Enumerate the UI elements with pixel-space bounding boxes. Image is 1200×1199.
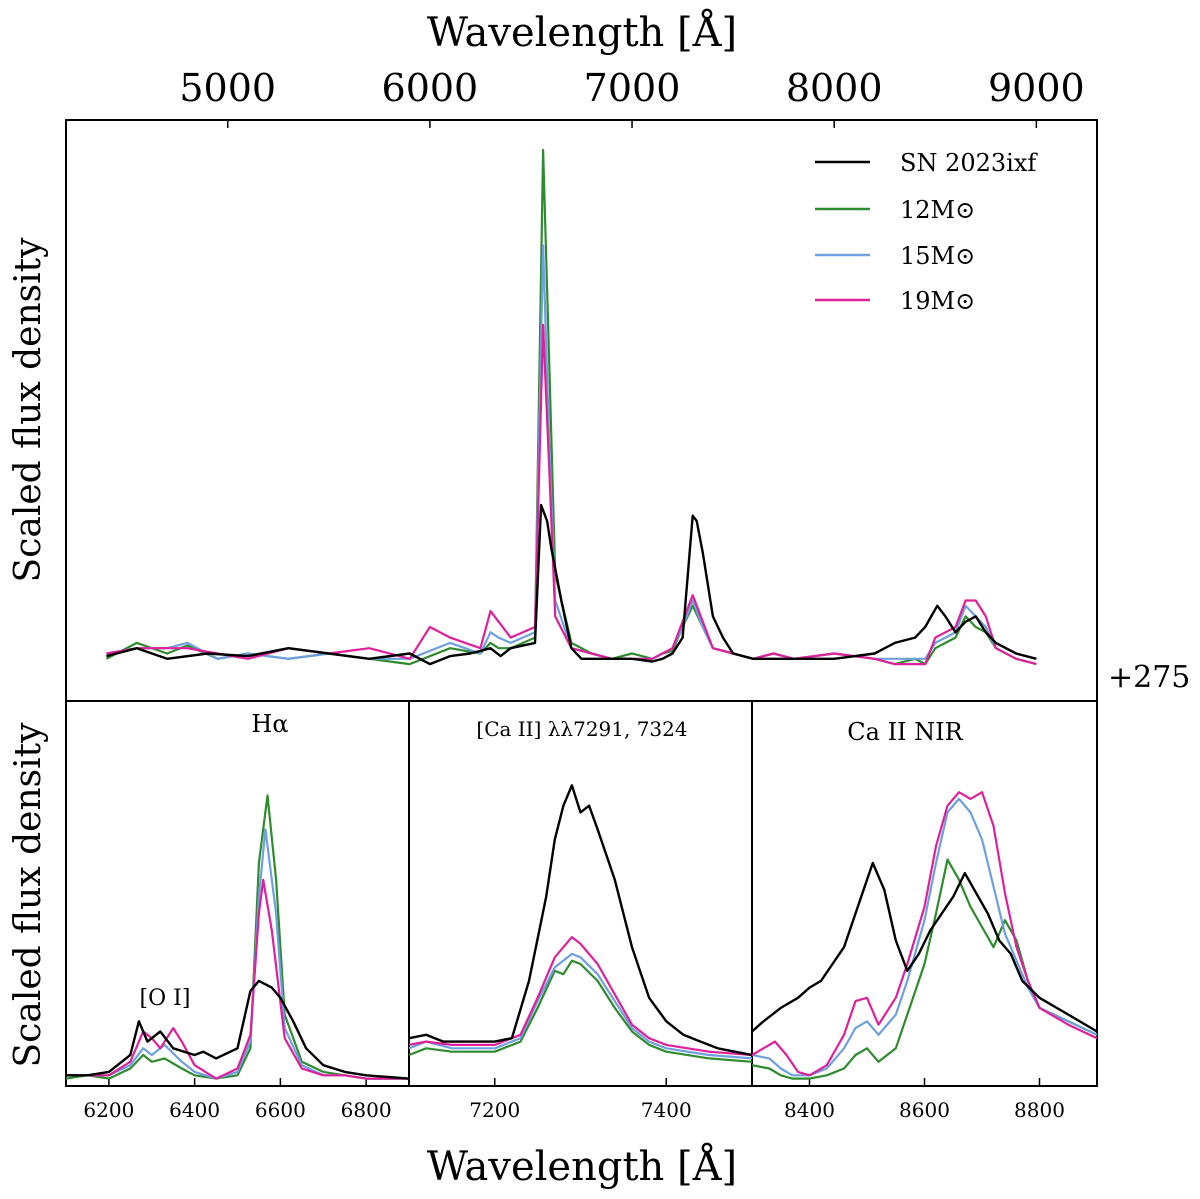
legend-label-19m: 19M⊙	[900, 287, 975, 315]
top-series-19m	[106, 323, 1037, 666]
bottom-middle-series-19m	[409, 936, 752, 1057]
bottom-left-panel-frame	[65, 700, 410, 1087]
legend-label-12m: 12M⊙	[900, 196, 975, 224]
bottom-xlabel: Wavelength [Å]	[427, 1143, 737, 1190]
bottom-left-series-19m	[66, 878, 409, 1080]
bottom-right-series-19m	[752, 791, 1097, 1077]
bottom-right-xtick-label: 8400	[784, 1098, 835, 1122]
bottom-middle-panel-frame	[408, 700, 753, 1087]
top-xtick-label: 8000	[786, 66, 883, 110]
top-axis-label: Wavelength [Å]	[427, 9, 737, 56]
bottom-left-xtick-label: 6400	[169, 1098, 220, 1122]
legend-label-sn2023ixf: SN 2023ixf	[900, 149, 1038, 177]
bottom-right-series-15m	[752, 797, 1097, 1077]
plot-layer: 5000 6000 7000 8000 9000 6200 6400 6600 6800 7200…	[66, 66, 1097, 1122]
bottom-left-xtick-label: 6600	[255, 1098, 306, 1122]
oi-annotation: [O I]	[140, 986, 191, 1011]
offset-label: +275	[1108, 660, 1190, 695]
bottom-right-series-sn-2023ixf	[752, 861, 1097, 1033]
bottom-middle-series-12m	[409, 959, 752, 1063]
bottom-left-series-15m	[66, 828, 409, 1080]
top-series-15m	[106, 244, 1037, 666]
bottom-right-xtick-label: 8600	[899, 1098, 950, 1122]
caii-nir-title: Ca II NIR	[847, 718, 963, 746]
bottom-left-series-sn-2023ixf	[66, 979, 409, 1080]
bottom-left-xtick-label: 6800	[341, 1098, 392, 1122]
bottom-middle-series-15m	[409, 952, 752, 1060]
top-ylabel: Scaled flux density	[8, 237, 49, 583]
top-series-sn-2023ixf	[106, 503, 1037, 666]
top-xtick-label: 5000	[179, 66, 276, 110]
caii-forbidden-title: [Ca II] λλ7291, 7324	[476, 717, 687, 741]
top-series-12m	[105, 148, 1037, 666]
bottom-middle-xtick-label: 7400	[641, 1098, 692, 1122]
bottom-right-xtick-label: 8800	[1014, 1098, 1065, 1122]
bottom-middle-series-sn-2023ixf	[409, 784, 752, 1057]
halpha-title: Hα	[251, 710, 288, 738]
top-xtick-label: 7000	[584, 66, 681, 110]
bottom-left-series-12m	[66, 794, 409, 1080]
bottom-right-panel-frame	[751, 700, 1098, 1087]
top-xtick-label: 9000	[988, 66, 1085, 110]
bottom-middle-xtick-label: 7200	[469, 1098, 520, 1122]
legend: SN 2023ixf 12M⊙ 15M⊙ 19M⊙	[815, 149, 1038, 315]
bottom-right-series-12m	[752, 858, 1097, 1080]
top-xtick-label: 6000	[382, 66, 479, 110]
legend-label-15m: 15M⊙	[900, 242, 975, 270]
bottom-ylabel: Scaled flux density	[8, 722, 49, 1068]
bottom-left-xtick-label: 6200	[83, 1098, 134, 1122]
